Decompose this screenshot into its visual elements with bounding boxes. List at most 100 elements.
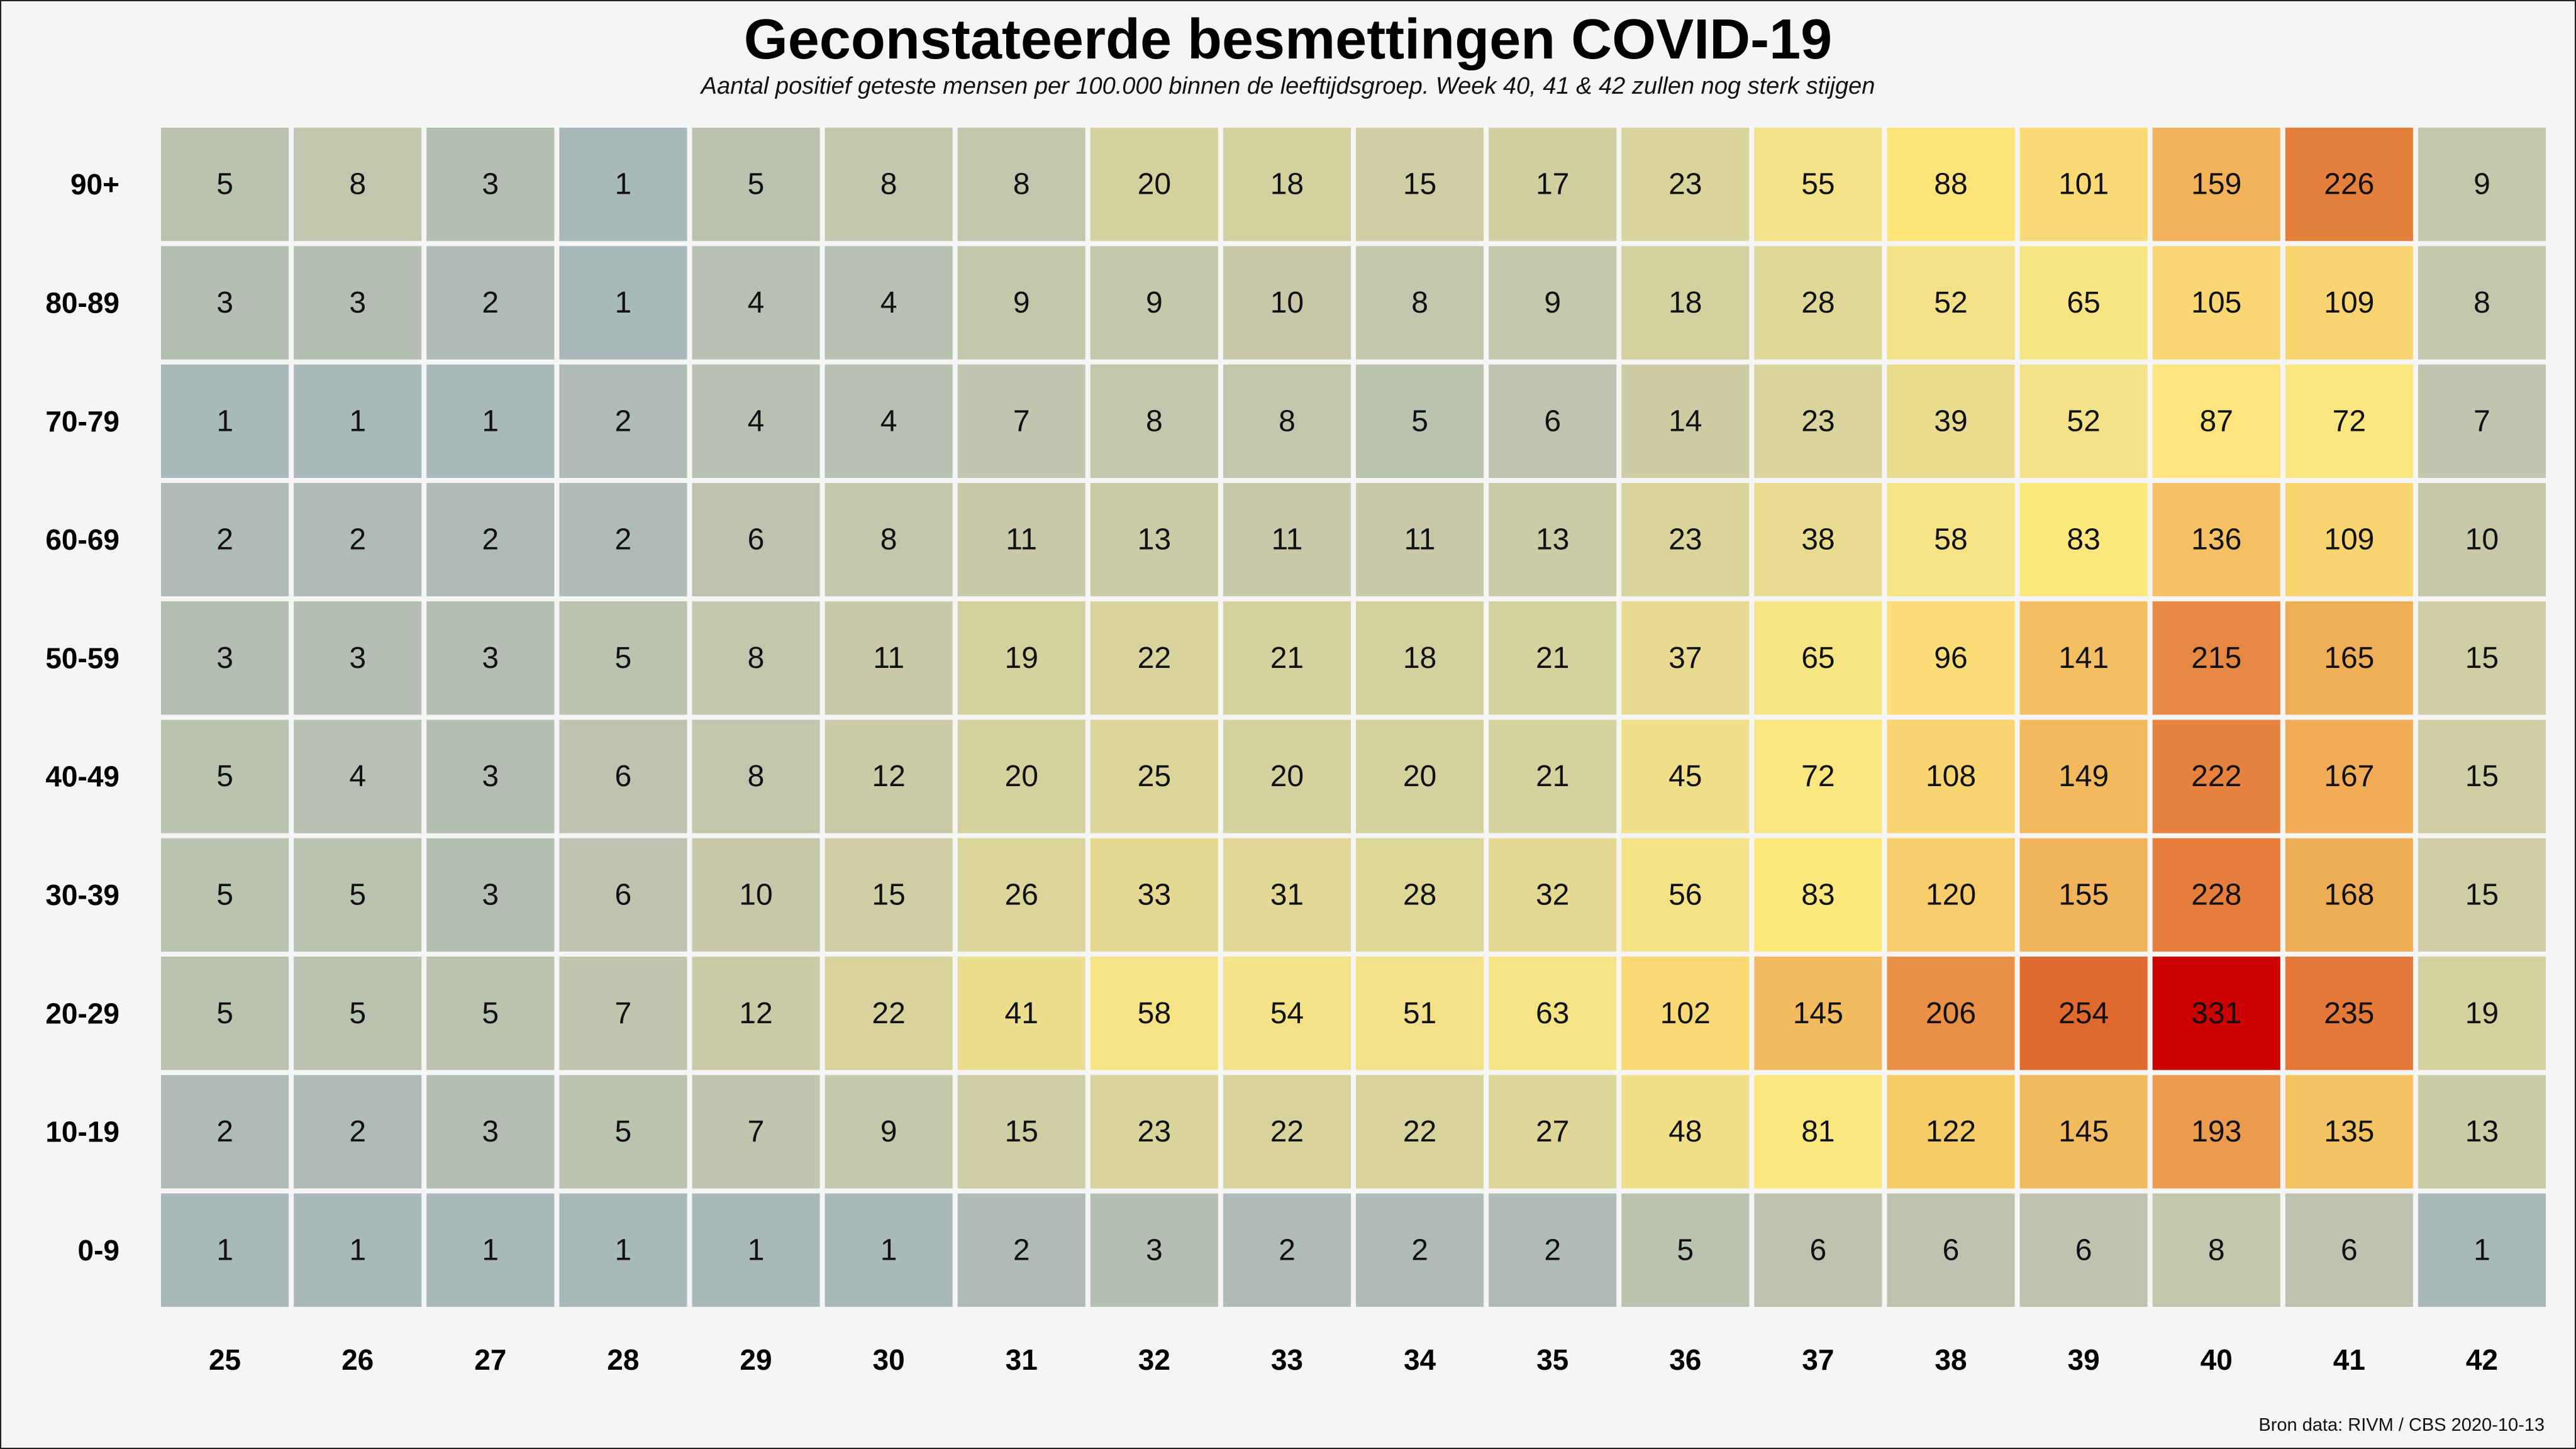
cell-value-label: 38 bbox=[1801, 523, 1835, 557]
heatmap-cell bbox=[1356, 482, 1484, 597]
heatmap-cell bbox=[294, 1193, 422, 1307]
column-label-week: 36 bbox=[1669, 1343, 1701, 1376]
cell-value-label: 6 bbox=[1810, 1233, 1827, 1267]
heatmap-cell bbox=[1621, 246, 1750, 360]
column-label-week: 39 bbox=[2068, 1343, 2100, 1376]
cell-value-label: 1 bbox=[748, 1233, 765, 1267]
heatmap-cell bbox=[2019, 601, 2148, 715]
column-label-week: 42 bbox=[2466, 1343, 2498, 1376]
cell-value-label: 102 bbox=[1660, 997, 1711, 1030]
column-label-week: 41 bbox=[2333, 1343, 2365, 1376]
cell-value-label: 5 bbox=[216, 168, 233, 201]
heatmap-cell bbox=[1887, 601, 2015, 715]
heatmap-cell bbox=[426, 719, 555, 833]
heatmap-cell bbox=[2285, 482, 2413, 597]
cell-value-label: 28 bbox=[1801, 286, 1835, 319]
heatmap-cell bbox=[1621, 719, 1750, 833]
heatmap-cell bbox=[2152, 1075, 2280, 1189]
row-label-age-group: 70-79 bbox=[45, 405, 119, 438]
column-label-week: 40 bbox=[2201, 1343, 2233, 1376]
heatmap-cell bbox=[692, 838, 820, 952]
heatmap-cell bbox=[559, 601, 687, 715]
cell-value-label: 5 bbox=[349, 997, 366, 1030]
heatmap-cell bbox=[957, 719, 1085, 833]
heatmap-cell bbox=[294, 719, 422, 833]
cell-value-label: 41 bbox=[1005, 997, 1038, 1030]
cell-value-label: 58 bbox=[1138, 997, 1171, 1030]
heatmap-cell bbox=[2285, 246, 2413, 360]
heatmap-cell bbox=[1887, 246, 2015, 360]
column-label-week: 35 bbox=[1536, 1343, 1568, 1376]
heatmap-cell bbox=[1621, 838, 1750, 952]
heatmap-cell bbox=[1090, 246, 1218, 360]
cell-value-label: 4 bbox=[349, 760, 366, 793]
cell-value-label: 2 bbox=[349, 1115, 366, 1148]
heatmap-cell bbox=[1754, 482, 1882, 597]
cell-value-label: 222 bbox=[2191, 760, 2241, 793]
cell-value-label: 108 bbox=[1926, 760, 1976, 793]
heatmap-cell bbox=[2152, 1193, 2280, 1307]
cell-value-label: 109 bbox=[2324, 286, 2374, 319]
heatmap-cell bbox=[824, 719, 953, 833]
cell-value-label: 1 bbox=[2473, 1233, 2490, 1267]
heatmap-cell bbox=[692, 601, 820, 715]
cell-value-label: 167 bbox=[2324, 760, 2374, 793]
cell-value-label: 18 bbox=[1668, 286, 1702, 319]
heatmap-cell bbox=[161, 364, 289, 478]
heatmap-cell bbox=[1489, 1193, 1617, 1307]
cell-value-label: 10 bbox=[739, 878, 772, 911]
heatmap-cell bbox=[2019, 719, 2148, 833]
cell-value-label: 1 bbox=[216, 1233, 233, 1267]
cell-value-label: 149 bbox=[2058, 760, 2109, 793]
cell-value-label: 2 bbox=[615, 523, 632, 557]
heatmap-cell bbox=[692, 1075, 820, 1189]
heatmap-cell bbox=[2152, 719, 2280, 833]
cell-value-label: 1 bbox=[349, 404, 366, 438]
cell-value-label: 3 bbox=[349, 641, 366, 675]
cell-value-label: 4 bbox=[880, 286, 897, 319]
heatmap-cell bbox=[1489, 364, 1617, 478]
heatmap-cell bbox=[1754, 957, 1882, 1070]
cell-value-label: 72 bbox=[1801, 760, 1835, 793]
heatmap-cell bbox=[1887, 957, 2015, 1070]
cell-value-label: 136 bbox=[2191, 523, 2241, 557]
cell-value-label: 15 bbox=[1005, 1115, 1038, 1148]
heatmap-cell bbox=[559, 128, 687, 242]
cell-value-label: 20 bbox=[1138, 168, 1171, 201]
heatmap-cell bbox=[1356, 246, 1484, 360]
cell-value-label: 20 bbox=[1403, 760, 1436, 793]
cell-value-label: 13 bbox=[1536, 523, 1569, 557]
heatmap-cell bbox=[824, 1193, 953, 1307]
heatmap-cell bbox=[1887, 719, 2015, 833]
heatmap-cell bbox=[1621, 601, 1750, 715]
source-note: Bron data: RIVM / CBS 2020-10-13 bbox=[2258, 1415, 2545, 1435]
cell-value-label: 12 bbox=[872, 760, 905, 793]
heatmap-cell bbox=[2019, 1075, 2148, 1189]
column-label-week: 27 bbox=[474, 1343, 506, 1376]
column-label-week: 25 bbox=[209, 1343, 241, 1376]
heatmap-cell bbox=[692, 128, 820, 242]
cell-value-label: 20 bbox=[1270, 760, 1304, 793]
heatmap-cell bbox=[2019, 482, 2148, 597]
heatmap-cell bbox=[957, 364, 1085, 478]
cell-value-label: 168 bbox=[2324, 878, 2374, 911]
heatmap-cell bbox=[957, 957, 1085, 1070]
heatmap-cell bbox=[1887, 128, 2015, 242]
cell-value-label: 3 bbox=[349, 286, 366, 319]
heatmap-cell bbox=[1621, 128, 1750, 242]
heatmap-cell bbox=[692, 719, 820, 833]
cell-value-label: 8 bbox=[880, 523, 897, 557]
cell-value-label: 20 bbox=[1005, 760, 1038, 793]
cell-value-label: 23 bbox=[1668, 168, 1702, 201]
cell-value-label: 18 bbox=[1270, 168, 1304, 201]
row-label-age-group: 30-39 bbox=[45, 879, 119, 911]
cell-value-label: 21 bbox=[1536, 760, 1569, 793]
heatmap-cell bbox=[1223, 1075, 1351, 1189]
cell-value-label: 120 bbox=[1926, 878, 1976, 911]
column-label-week: 28 bbox=[607, 1343, 639, 1376]
heatmap-cell bbox=[161, 719, 289, 833]
cell-value-label: 3 bbox=[482, 1115, 499, 1148]
heatmap-cell bbox=[2019, 246, 2148, 360]
column-label-week: 30 bbox=[873, 1343, 905, 1376]
heatmap-cell bbox=[1887, 482, 2015, 597]
